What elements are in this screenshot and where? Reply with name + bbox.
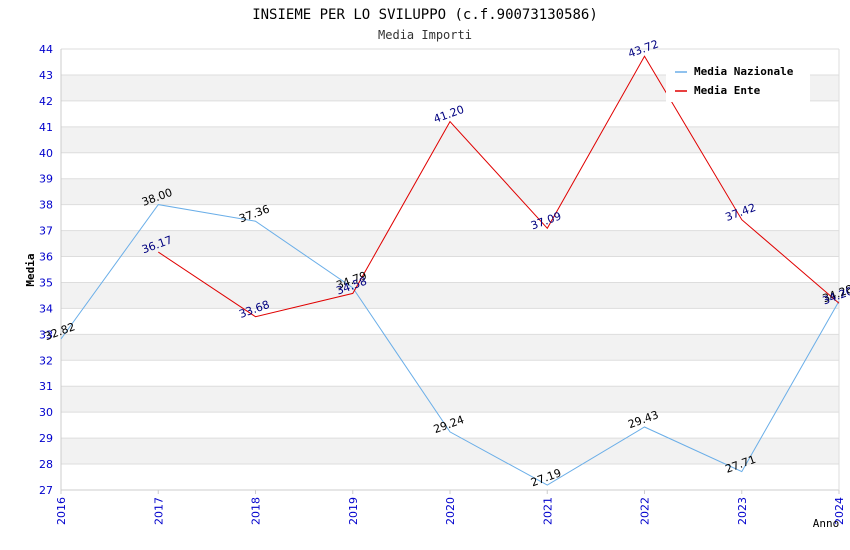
plot-band bbox=[61, 126, 839, 153]
y-tick-label: 34 bbox=[39, 302, 53, 315]
x-tick-label: 2022 bbox=[639, 497, 652, 525]
plot-band bbox=[61, 282, 839, 309]
x-axis-ticks: 2016 2017 2018 2019 2020 2021 2022 2023 2024 bbox=[55, 490, 846, 525]
data-label-media-ente: 41.20 bbox=[432, 103, 466, 126]
y-tick-label: 28 bbox=[39, 458, 53, 471]
y-tick-label: 29 bbox=[39, 432, 53, 445]
plot-band bbox=[61, 438, 839, 465]
x-tick-label: 2019 bbox=[347, 497, 360, 525]
y-tick-label: 31 bbox=[39, 380, 53, 393]
legend-label-media-nazionale: Media Nazionale bbox=[694, 65, 794, 78]
data-label-media-nazionale: 37.36 bbox=[237, 202, 271, 225]
chart-subtitle: Media Importi bbox=[378, 28, 472, 42]
x-tick-label: 2018 bbox=[250, 497, 263, 525]
x-tick-label: 2024 bbox=[833, 497, 846, 525]
y-tick-label: 37 bbox=[39, 225, 53, 238]
series-line-media-nazionale bbox=[60, 204, 840, 486]
data-label-media-ente: 37.09 bbox=[529, 209, 563, 232]
y-tick-label: 43 bbox=[39, 69, 53, 82]
chart-title: INSIEME PER LO SVILUPPO (c.f.90073130586… bbox=[252, 7, 598, 23]
series-lines bbox=[60, 55, 840, 486]
plot-band bbox=[61, 230, 839, 257]
y-tick-label: 42 bbox=[39, 95, 53, 108]
y-tick-label: 30 bbox=[39, 406, 53, 419]
plot-band bbox=[61, 178, 839, 205]
legend-box bbox=[666, 59, 810, 102]
y-tick-label: 44 bbox=[39, 43, 53, 56]
y-axis-label: Media bbox=[24, 253, 37, 286]
y-tick-label: 33 bbox=[39, 328, 53, 341]
y-tick-label: 36 bbox=[39, 251, 53, 264]
plot-band bbox=[61, 334, 839, 361]
x-tick-label: 2016 bbox=[55, 497, 68, 525]
x-tick-label: 2017 bbox=[152, 497, 165, 525]
x-tick-label: 2020 bbox=[444, 497, 457, 525]
plot-background-bands bbox=[61, 74, 839, 465]
data-label-media-nazionale: 29.24 bbox=[432, 413, 466, 436]
plot-band bbox=[61, 386, 839, 413]
data-label-media-nazionale: 27.19 bbox=[529, 466, 563, 489]
legend-label-media-ente: Media Ente bbox=[694, 84, 761, 97]
series-line-media-ente bbox=[158, 55, 840, 318]
y-tick-label: 39 bbox=[39, 173, 53, 186]
y-axis-ticks: 27 28 29 30 31 32 33 34 35 36 37 38 39 40 41 42 43 44 bbox=[39, 43, 53, 497]
y-tick-label: 38 bbox=[39, 199, 53, 212]
y-tick-label: 41 bbox=[39, 121, 53, 134]
y-tick-label: 27 bbox=[39, 484, 53, 497]
x-tick-label: 2021 bbox=[541, 497, 554, 525]
legend: Media Nazionale Media Ente bbox=[666, 59, 810, 102]
x-axis-label: Anno bbox=[813, 517, 840, 530]
y-tick-label: 35 bbox=[39, 276, 53, 289]
y-tick-label: 40 bbox=[39, 147, 53, 160]
data-label-media-ente: 43.72 bbox=[626, 37, 660, 60]
x-tick-label: 2023 bbox=[736, 497, 749, 525]
gridlines bbox=[61, 48, 839, 491]
data-labels: 32.8238.0037.3634.7929.2427.1929.4327.71… bbox=[43, 37, 850, 489]
y-tick-label: 32 bbox=[39, 354, 53, 367]
